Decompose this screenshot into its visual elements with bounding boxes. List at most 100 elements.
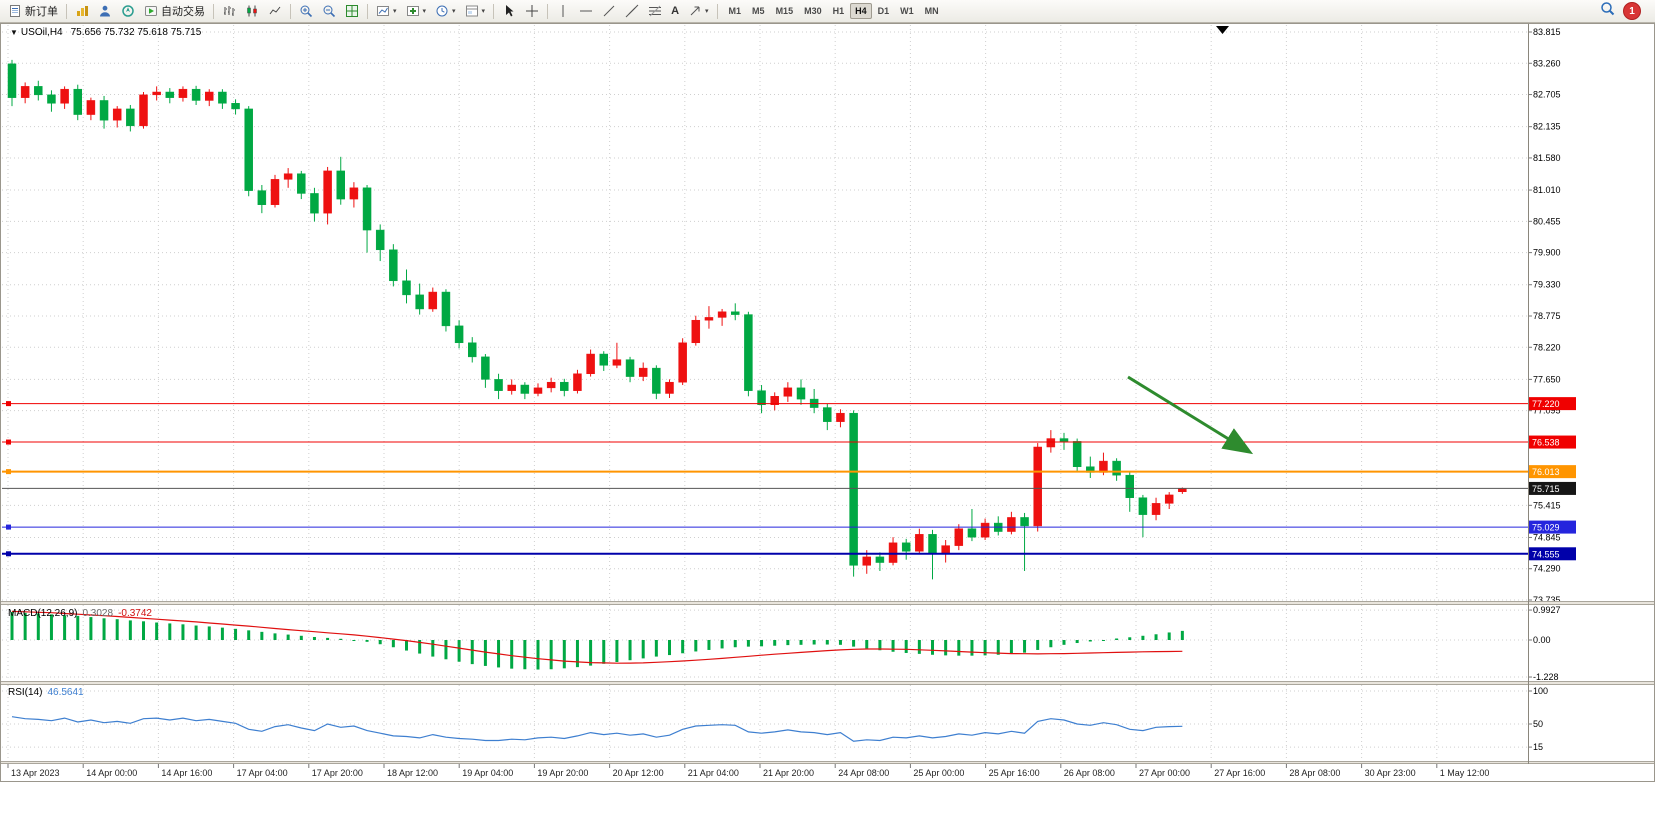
rsi-series	[11, 716, 1183, 742]
data-window-icon	[376, 4, 390, 18]
periods-button[interactable]: ▾	[431, 0, 460, 22]
macd-histogram-bar	[865, 640, 869, 649]
add-indicator-button[interactable]: ▾	[402, 0, 431, 22]
market-watch-button[interactable]	[94, 0, 116, 22]
time-marker-triangle	[1216, 26, 1229, 34]
timeframe-button-m30[interactable]: M30	[804, 6, 822, 16]
macd-histogram-bar	[286, 634, 290, 640]
price-badge	[1529, 465, 1576, 479]
horizontal-line-tool-button[interactable]	[575, 0, 597, 22]
candle-body	[323, 170, 332, 214]
candle-body	[717, 311, 727, 318]
zoom-out-button[interactable]	[318, 0, 340, 22]
candle-body	[283, 173, 293, 180]
timeframe-button-h1[interactable]: H1	[832, 6, 845, 16]
autotrade-button[interactable]: 自动交易	[140, 0, 209, 22]
data-window-button[interactable]: ▾	[372, 0, 401, 22]
candlestick-chart-button[interactable]	[241, 0, 263, 22]
zoom-in-button[interactable]	[295, 0, 317, 22]
timeframe-button-d1[interactable]: D1	[877, 6, 890, 16]
time-label: 1 May 12:00	[1440, 768, 1490, 778]
candle-body	[744, 314, 753, 391]
svg-text:77.095: 77.095	[1533, 406, 1561, 416]
chart-dropdown-triangle-icon[interactable]: ▼	[10, 28, 18, 37]
timeframe-button-m15[interactable]: M15	[775, 6, 794, 16]
toolbar-right: 1	[1600, 1, 1651, 21]
notification-badge[interactable]: 1	[1623, 2, 1641, 20]
price-badge	[1529, 520, 1576, 534]
candle-body	[349, 187, 359, 200]
navigator-button[interactable]	[117, 0, 139, 22]
vertical-line-tool-button[interactable]	[552, 0, 574, 22]
line-chart-button[interactable]	[264, 0, 286, 22]
time-label: 18 Apr 12:00	[387, 768, 438, 778]
time-label: 19 Apr 04:00	[462, 768, 513, 778]
chevron-down-icon: ▾	[705, 7, 709, 15]
fibonacci-tool-button[interactable]	[644, 0, 666, 22]
candle-body	[862, 556, 871, 566]
macd-histogram-bar	[312, 636, 316, 640]
annotations[interactable]	[1127, 26, 1254, 455]
macd-histogram-bar	[1115, 638, 1119, 640]
macd-histogram-bar	[260, 631, 264, 640]
macd-series	[10, 610, 1184, 670]
macd-label: MACD(12,26,9)	[8, 608, 78, 619]
price-badge	[1529, 481, 1576, 495]
candle-body	[1020, 517, 1029, 527]
candle-body	[428, 291, 438, 310]
svg-text:83.260: 83.260	[1533, 58, 1561, 68]
macd-histogram-bar	[457, 640, 461, 662]
macd-histogram-bar	[378, 640, 382, 645]
macd-histogram-bar	[115, 619, 119, 640]
arrow-tool-button[interactable]: ▾	[684, 0, 713, 22]
timeframe-button-m5[interactable]: M5	[752, 6, 765, 16]
candle-body	[99, 100, 109, 121]
candle-body	[573, 373, 582, 391]
templates-button[interactable]: ▾	[461, 0, 490, 22]
new-order-button[interactable]: 新订单	[4, 0, 62, 22]
candle-body	[638, 367, 648, 377]
macd-histogram-bar	[128, 620, 132, 640]
bar-chart-button[interactable]	[218, 0, 240, 22]
svg-text:79.330: 79.330	[1533, 280, 1561, 290]
candlestick-chart-icon	[245, 4, 259, 18]
timeframe-button-h4[interactable]: H4	[850, 3, 872, 19]
macd-histogram-bar	[812, 640, 816, 645]
macd-histogram-bar	[444, 640, 448, 660]
text-tool-button[interactable]: A	[667, 0, 683, 22]
time-label: 21 Apr 04:00	[688, 768, 739, 778]
candle-body	[191, 88, 201, 101]
charts-button[interactable]	[71, 0, 93, 22]
svg-text:0.00: 0.00	[1533, 635, 1551, 645]
cursor-button[interactable]	[498, 0, 520, 22]
macd-histogram-bar	[944, 640, 948, 656]
chart-canvas[interactable]: 83.815 83.260 82.705 82.135 81.580 81.010 80.4…	[0, 23, 1655, 827]
macd-histogram-bar	[786, 640, 790, 646]
svg-text:81.010: 81.010	[1533, 185, 1561, 195]
macd-histogram-bar	[733, 640, 737, 648]
chart-title-bar: ▼ USOil,H4 75.656 75.732 75.618 75.715	[10, 27, 201, 38]
trendline-tool-button[interactable]	[598, 0, 620, 22]
macd-histogram-bar	[418, 640, 422, 654]
crosshair-button[interactable]	[521, 0, 543, 22]
price-badge	[1529, 435, 1576, 449]
macd-histogram-bar	[1062, 640, 1066, 645]
macd-histogram-bar	[1154, 634, 1158, 640]
time-label: 24 Apr 08:00	[838, 768, 889, 778]
search-icon[interactable]	[1600, 1, 1615, 21]
timeframe-button-w1[interactable]: W1	[900, 6, 914, 16]
candle-body	[297, 173, 306, 194]
line-anchor-marker	[6, 401, 11, 407]
candle-body	[1138, 497, 1148, 515]
candle-body	[152, 91, 161, 96]
tile-windows-button[interactable]	[341, 0, 363, 22]
channel-tool-button[interactable]	[621, 0, 643, 22]
candle-body	[915, 534, 924, 552]
horizontal-line-icon	[579, 4, 593, 18]
timeframe-button-m1[interactable]: M1	[728, 6, 742, 16]
candle-body	[257, 190, 267, 205]
candle-body	[1125, 474, 1134, 498]
trend-arrow-annotation[interactable]	[1127, 375, 1254, 455]
macd-indicator-label: MACD(12,26,9) 0.3028 -0.3742	[8, 608, 152, 619]
timeframe-button-mn[interactable]: MN	[924, 6, 939, 16]
